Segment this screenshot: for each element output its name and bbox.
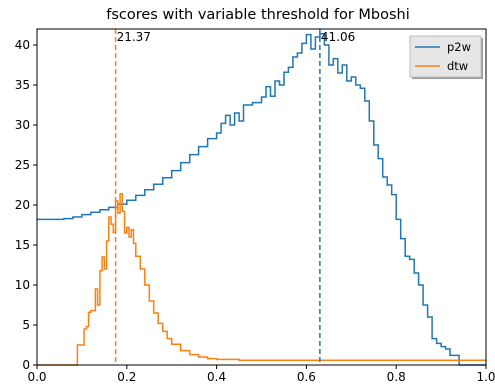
y-tick-label: 40 — [15, 38, 30, 52]
legend-label-p2w: p2w — [447, 40, 471, 54]
y-tick-label: 20 — [15, 198, 30, 212]
threshold-label-0: 21.37 — [117, 30, 151, 44]
x-tick-label: 0.0 — [27, 370, 46, 384]
x-tick-label: 0.4 — [207, 370, 226, 384]
x-tick-label: 0.2 — [117, 370, 136, 384]
y-tick-label: 25 — [15, 158, 30, 172]
y-tick-label: 15 — [15, 238, 30, 252]
legend-label-dtw: dtw — [447, 59, 468, 73]
x-tick-label: 0.6 — [297, 370, 316, 384]
threshold-label-1: 41.06 — [321, 30, 355, 44]
y-tick-label: 5 — [22, 318, 30, 332]
legend-box — [409, 35, 482, 78]
plot-frame — [36, 28, 487, 366]
x-tick-label: 1.0 — [476, 370, 495, 384]
x-tick-label: 0.8 — [387, 370, 406, 384]
chart-title: fscores with variable threshold for Mbos… — [106, 7, 410, 23]
series-line-dtw — [37, 193, 486, 366]
series-line-p2w — [37, 33, 486, 366]
y-tick-label: 30 — [15, 118, 30, 132]
y-tick-label: 0 — [22, 358, 30, 372]
y-tick-label: 10 — [15, 278, 30, 292]
y-tick-label: 35 — [15, 78, 30, 92]
